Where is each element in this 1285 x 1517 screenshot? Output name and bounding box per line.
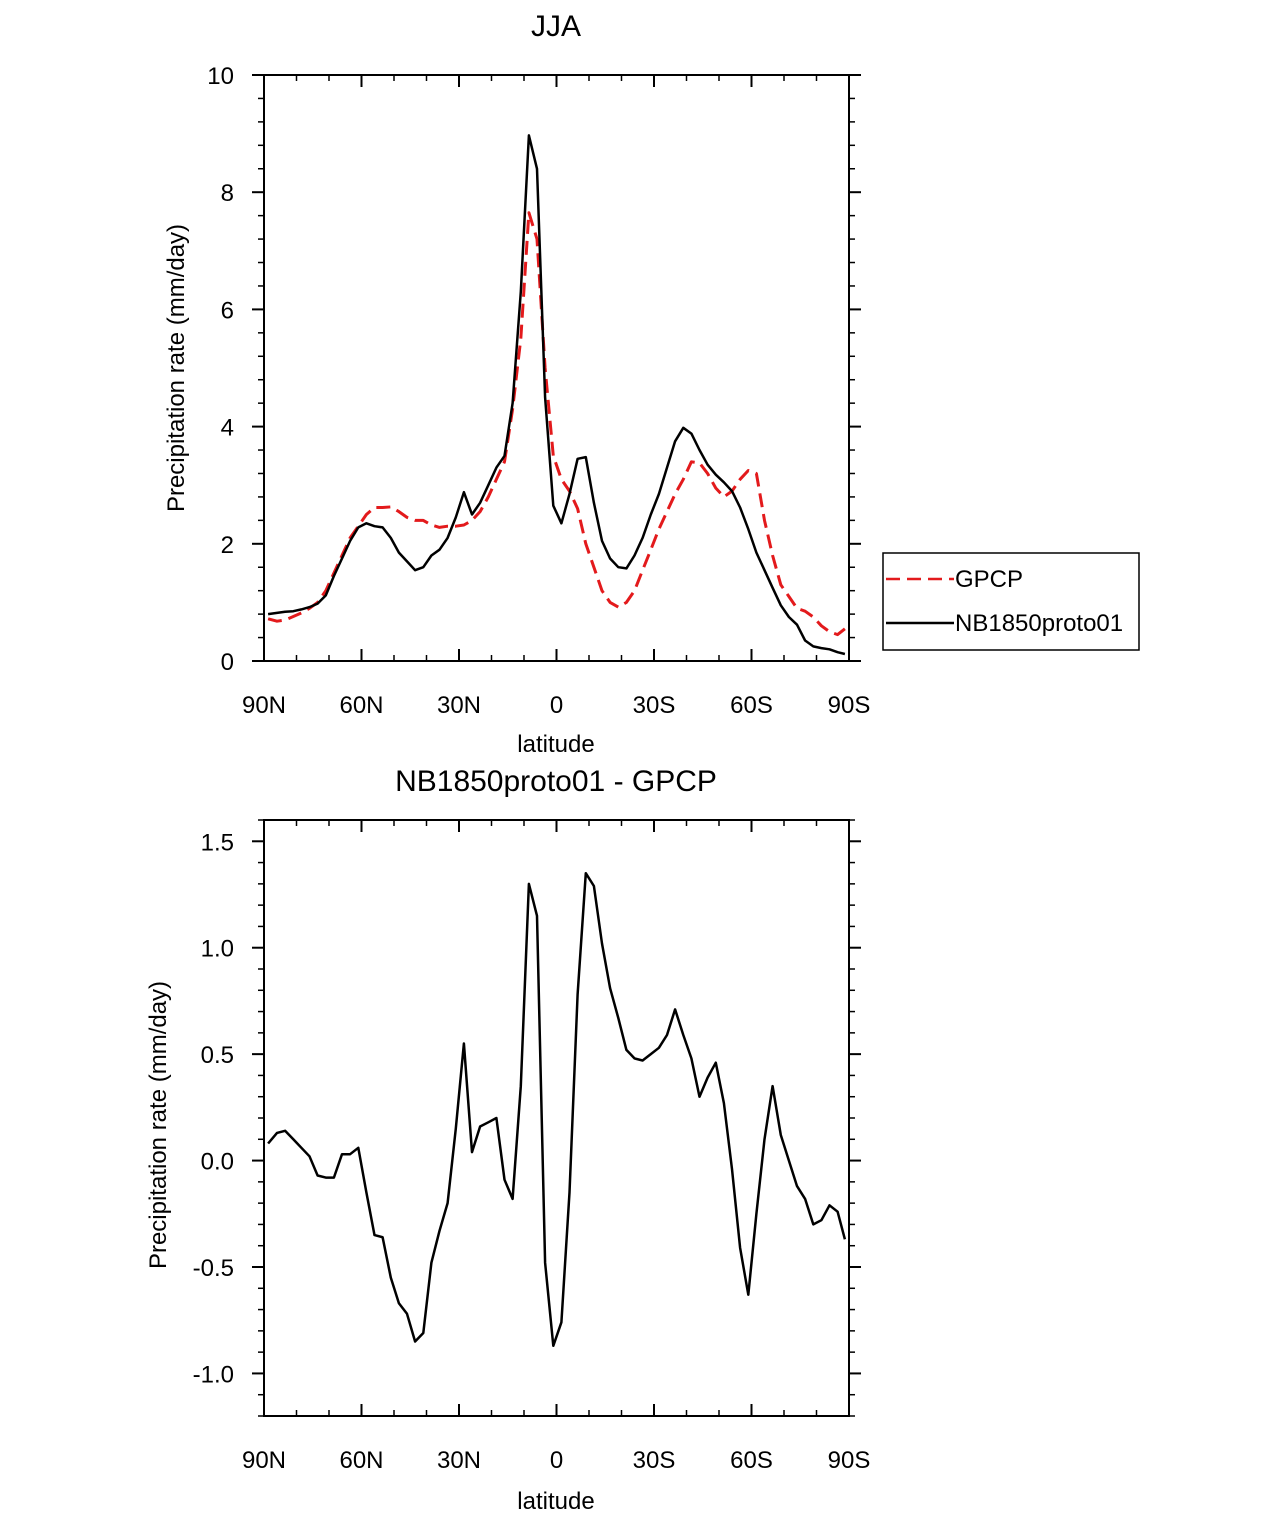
bottom-y-tick-label: 1.5: [201, 829, 234, 856]
bottom-x-tick-label: 90S: [828, 1447, 871, 1474]
top-x-axis-label: latitude: [517, 731, 594, 758]
bottom-x-tick-label: 30N: [437, 1447, 481, 1474]
bottom-x-tick-label: 60S: [730, 1447, 773, 1474]
top-series-group: [267, 134, 846, 656]
bottom-y-tick-label: 1.0: [201, 936, 234, 963]
bottom-axis-ticks: 90N 60N 30N 0 30S 60S 90S -1.0 -0.5 0.0 0.5 1.0 1.5: [193, 819, 871, 1474]
bottom-series-nb1850proto01-gpcp: [267, 871, 847, 1348]
bottom-x-tick-label: 60N: [339, 1447, 383, 1474]
bottom-x-tick-label: 90N: [242, 1447, 286, 1474]
top-y-tick-label: 8: [221, 180, 234, 207]
bottom-series-group: [267, 871, 847, 1348]
top-axis-ticks: 90N 60N 30N 0 30S 60S 90S 0 2 4 6 8 10: [207, 63, 870, 719]
bottom-y-tick-label: 0.0: [201, 1149, 234, 1176]
top-x-tick-label: 30N: [437, 692, 481, 719]
bottom-x-axis-label: latitude: [517, 1488, 594, 1515]
bottom-x-tick-label: 30S: [633, 1447, 676, 1474]
bottom-y-tick-label: -1.0: [193, 1361, 234, 1388]
top-y-tick-label: 2: [221, 532, 234, 559]
top-x-tick-label: 90S: [828, 692, 871, 719]
top-series-nb1850proto01: [267, 134, 846, 656]
top-x-tick-label: 0: [550, 692, 563, 719]
legend-model-label: NB1850proto01: [955, 610, 1123, 637]
top-chart-title: JJA: [531, 10, 581, 43]
bottom-y-tick-label: 0.5: [201, 1042, 234, 1069]
top-plot-frame: [263, 74, 850, 662]
top-y-tick-label: 10: [207, 63, 234, 90]
bottom-y-axis-label: Precipitation rate (mm/day): [145, 981, 172, 1269]
bottom-y-tick-label: -0.5: [193, 1255, 234, 1282]
top-x-tick-label: 30S: [633, 692, 676, 719]
top-y-axis-label: Precipitation rate (mm/day): [163, 224, 190, 512]
bottom-panel: NB1850proto01 - GPCP 90N 60N 30N 0 30S 60S 90S…: [145, 765, 870, 1515]
top-y-tick-label: 4: [221, 415, 234, 442]
top-x-tick-label: 60N: [339, 692, 383, 719]
top-x-tick-label: 90N: [242, 692, 286, 719]
legend: GPCP NB1850proto01: [882, 552, 1140, 651]
bottom-x-tick-label: 0: [550, 1447, 563, 1474]
top-y-tick-label: 6: [221, 297, 234, 324]
bottom-chart-title: NB1850proto01 - GPCP: [395, 765, 717, 798]
legend-box: [882, 552, 1140, 651]
bottom-plot-frame: [263, 819, 850, 1417]
legend-gpcp-label: GPCP: [955, 566, 1023, 593]
top-series-gpcp: [267, 211, 846, 637]
top-y-tick-label: 0: [221, 649, 234, 676]
top-x-tick-label: 60S: [730, 692, 773, 719]
